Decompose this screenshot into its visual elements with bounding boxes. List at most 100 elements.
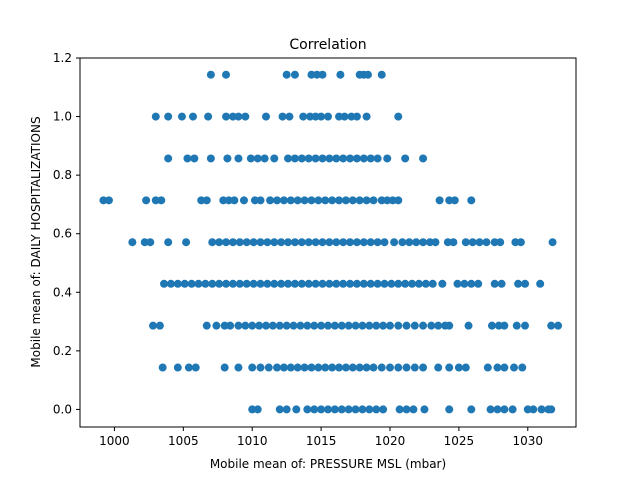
data-point [219,196,228,205]
data-point [412,238,421,247]
data-point [523,405,532,414]
data-point [317,321,326,330]
data-point [377,196,386,205]
data-point [149,321,158,330]
y-tick-label: 0.4 [53,285,72,299]
data-point [151,196,160,205]
data-point [304,238,313,247]
data-point [467,196,476,205]
data-point [146,238,155,247]
data-point [516,238,525,247]
data-point [419,154,428,163]
data-point [373,238,382,247]
data-point [346,238,355,247]
data-point [256,238,265,247]
data-point [443,238,452,247]
x-tick-label: 1030 [513,434,544,448]
data-point [514,279,523,288]
y-tick-label: 0.0 [53,402,72,416]
data-point [235,279,244,288]
data-point [140,238,149,247]
data-point [222,279,231,288]
data-point [263,238,272,247]
data-point [445,405,454,414]
data-point [310,321,319,330]
data-point [220,321,229,330]
data-point [383,154,392,163]
data-point [284,238,293,247]
data-point [394,279,403,288]
data-point [270,279,279,288]
data-point [427,321,436,330]
data-point [402,363,411,372]
data-point [490,238,499,247]
data-point [183,154,192,163]
y-tick-label: 1.2 [53,51,72,65]
data-point [262,112,270,121]
data-point [184,363,193,372]
data-point [467,405,476,414]
data-point [242,279,251,288]
data-point [128,238,137,247]
data-point [358,321,367,330]
data-point [500,363,509,372]
data-point [388,196,397,205]
data-point [324,112,332,121]
data-point [256,279,265,288]
data-point [438,279,447,288]
x-tick-label: 1000 [99,434,130,448]
y-tick-label: 0.6 [53,227,72,241]
data-point [449,238,458,247]
data-point [482,238,491,247]
data-point [282,70,291,79]
data-point [494,321,503,330]
data-point [99,196,108,205]
data-point [248,363,257,372]
data-point [297,154,306,163]
data-point [277,279,286,288]
data-point [306,112,315,121]
data-point [321,363,330,372]
data-point [366,238,375,247]
x-tick-label: 1020 [375,434,406,448]
data-point [241,321,250,330]
data-point [325,154,334,163]
data-point [304,154,313,163]
data-point [284,279,293,288]
data-point [362,363,371,372]
data-point [347,112,356,121]
data-point [262,321,270,330]
data-point [278,112,287,121]
data-point [341,363,350,372]
data-point [299,112,308,121]
data-point [341,196,350,205]
data-point [166,279,175,288]
data-point [373,154,382,163]
data-point [339,238,348,247]
data-point [359,238,368,247]
data-point [394,112,403,121]
data-point [311,279,320,288]
data-point [173,363,182,372]
data-point [352,238,361,247]
data-point [414,279,423,288]
data-point [464,321,473,330]
data-point [453,279,462,288]
data-point [496,238,505,247]
data-point [425,238,434,247]
data-point [330,321,339,330]
data-point [386,321,394,330]
data-point [273,196,282,205]
data-point [344,405,353,414]
data-point [266,196,275,205]
data-point [307,70,316,79]
data-point [336,70,345,79]
data-point [518,363,527,372]
data-point [246,154,255,163]
data-point [290,279,299,288]
data-point [248,405,257,414]
data-point [296,321,305,330]
data-point [510,363,518,372]
data-point [351,321,360,330]
data-point [486,405,495,414]
